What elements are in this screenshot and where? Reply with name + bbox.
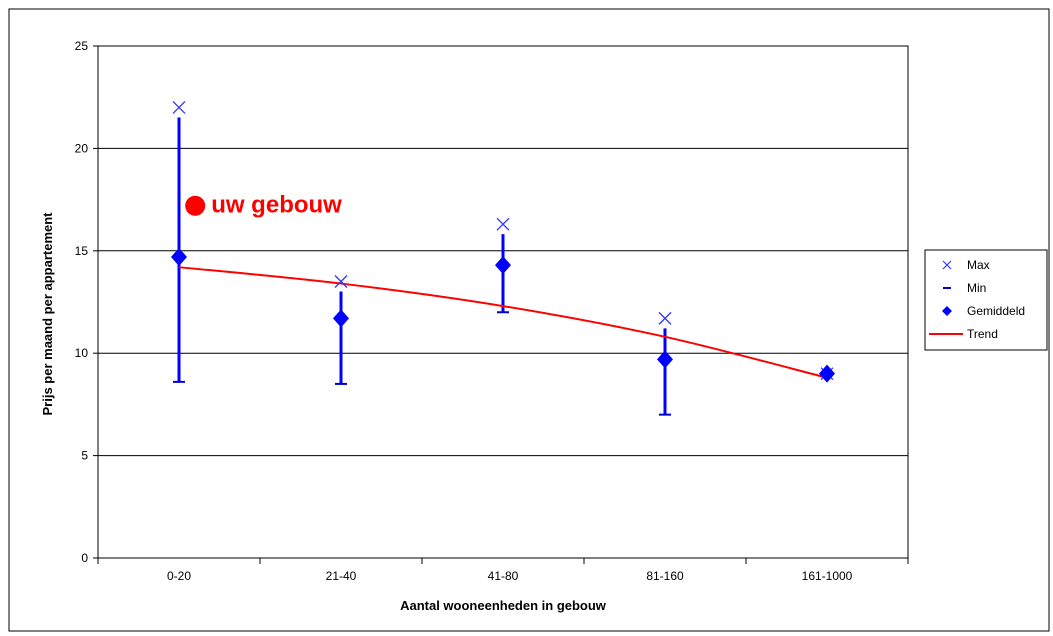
max-marker <box>496 217 510 231</box>
annotation-label: uw gebouw <box>211 192 342 219</box>
avg-marker <box>657 350 673 369</box>
y-axis: 0 5 10 15 20 25 <box>75 39 98 565</box>
y-tick-label: 0 <box>81 551 88 565</box>
y-tick-label: 20 <box>75 141 89 155</box>
y-axis-label: Prijs per maand per appartement <box>40 212 55 416</box>
avg-marker <box>171 247 187 266</box>
trend-line <box>178 266 828 379</box>
annotation-group: uw gebouw <box>185 192 342 219</box>
y-tick-label: 10 <box>75 346 89 360</box>
legend-marker-gemiddeld <box>942 306 952 316</box>
max-marker <box>172 100 186 114</box>
x-tick-label: 41-80 <box>488 569 519 583</box>
x-tick-label: 161-1000 <box>802 569 853 583</box>
legend-label: Trend <box>967 327 998 341</box>
trend-series <box>178 266 828 379</box>
series-markers <box>171 100 835 416</box>
legend-label: Gemiddeld <box>967 304 1025 318</box>
legend-label: Min <box>967 281 986 295</box>
max-marker <box>658 311 672 325</box>
legend-label: Max <box>967 258 990 272</box>
x-tick-label: 0-20 <box>167 569 191 583</box>
chart-frame <box>8 8 1050 632</box>
legend: Max Min Gemiddeld Trend <box>924 249 1048 351</box>
max-marker <box>334 275 348 288</box>
avg-marker <box>495 256 511 275</box>
legend-marker-max <box>942 260 952 270</box>
x-tick-label: 21-40 <box>326 569 357 583</box>
x-axis: 0-20 21-40 41-80 81-160 161-1000 <box>97 558 909 583</box>
y-tick-label: 5 <box>81 449 88 463</box>
gridlines <box>98 45 908 559</box>
x-tick-label: 81-160 <box>646 569 684 583</box>
y-tick-label: 25 <box>75 39 89 53</box>
x-axis-label: Aantal wooneenheden in gebouw <box>400 598 607 613</box>
avg-marker <box>333 309 349 328</box>
y-tick-label: 15 <box>75 244 89 258</box>
avg-marker <box>819 364 835 383</box>
annotation-dot <box>185 195 206 216</box>
